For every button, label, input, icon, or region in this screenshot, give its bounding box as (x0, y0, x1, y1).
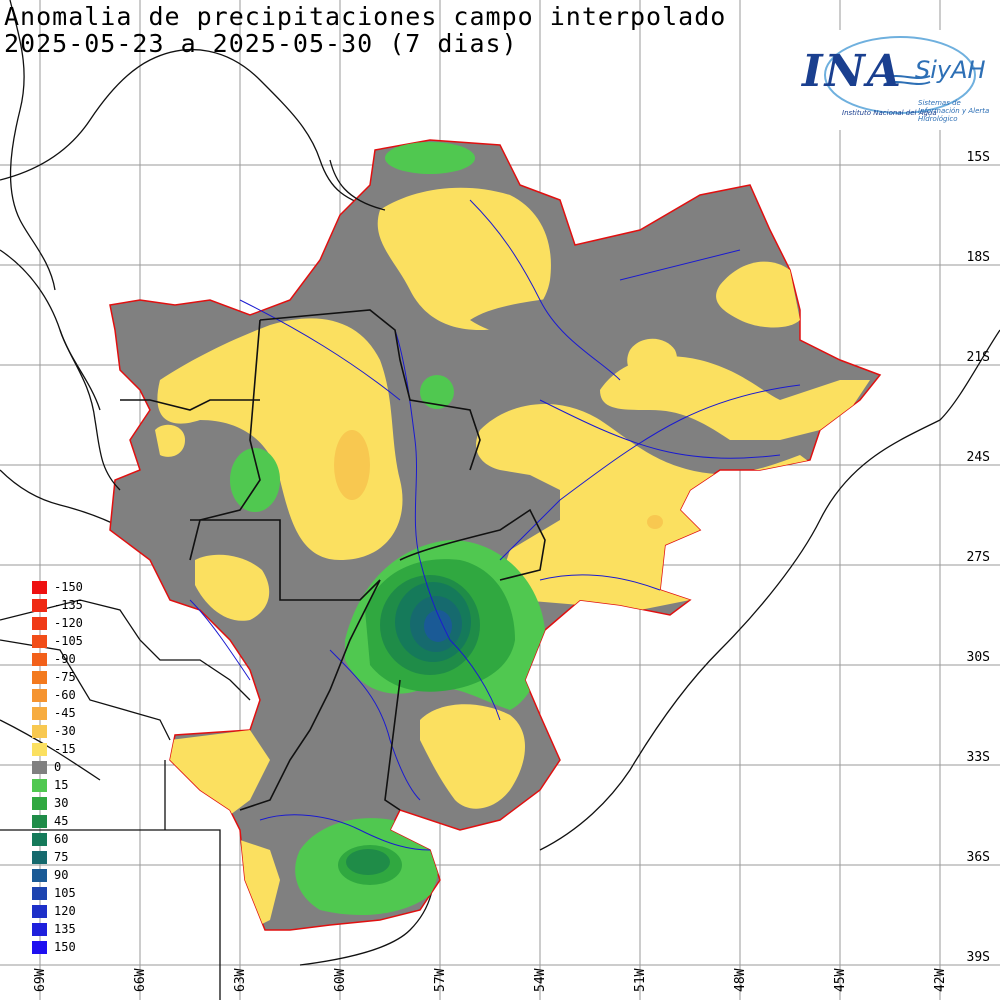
legend-label: -30 (54, 724, 76, 738)
logo-institution: Instituto Nacional del Agua (842, 109, 937, 117)
legend-item: -135 (32, 598, 92, 613)
legend-item: -15 (32, 742, 92, 757)
legend-swatch (32, 905, 47, 918)
legend-item: -150 (32, 580, 92, 595)
ina-siyah-logo: INA SiyAH Instituto Nacional del Agua Si… (790, 30, 1000, 130)
legend-label: 120 (54, 904, 76, 918)
logo-swoosh-icon (824, 36, 976, 114)
legend-swatch (32, 887, 47, 900)
legend-swatch (32, 581, 47, 594)
legend-item: -105 (32, 634, 92, 649)
anomaly-field (155, 142, 870, 930)
legend-item: -75 (32, 670, 92, 685)
legend-item: 135 (32, 922, 92, 937)
legend-item: -45 (32, 706, 92, 721)
legend-label: 45 (54, 814, 69, 828)
legend-label: 135 (54, 922, 76, 936)
legend-item: 105 (32, 886, 92, 901)
legend-label: -135 (54, 598, 83, 612)
legend-swatch (32, 617, 47, 630)
legend-swatch (32, 707, 47, 720)
legend-item: -30 (32, 724, 92, 739)
legend-label: -75 (54, 670, 76, 684)
map-date-range: 2025-05-23 a 2025-05-30 (7 dias) (4, 29, 518, 58)
legend-swatch (32, 941, 47, 954)
legend-label: 150 (54, 940, 76, 954)
longitude-label: 60W (333, 968, 348, 992)
legend-label: 60 (54, 832, 69, 846)
latitude-label: 27S (966, 550, 990, 565)
legend-swatch (32, 833, 47, 846)
legend-item: 45 (32, 814, 92, 829)
latitude-label: 33S (966, 750, 990, 765)
map-title: Anomalia de precipitaciones campo interp… (4, 2, 727, 31)
latitude-label: 21S (966, 350, 990, 365)
legend-label: 15 (54, 778, 69, 792)
legend-item: 120 (32, 904, 92, 919)
legend-label: -15 (54, 742, 76, 756)
longitude-label: 69W (33, 968, 48, 992)
logo-product-full: Sistemas de Información y Alerta Hidroló… (918, 99, 990, 123)
legend-label: -45 (54, 706, 76, 720)
legend-label: -60 (54, 688, 76, 702)
legend-item: -60 (32, 688, 92, 703)
legend-label: 75 (54, 850, 69, 864)
latitude-label: 24S (966, 450, 990, 465)
legend-label: 30 (54, 796, 69, 810)
longitude-label: 48W (733, 968, 748, 992)
legend-label: -150 (54, 580, 83, 594)
legend-label: -90 (54, 652, 76, 666)
legend-swatch (32, 797, 47, 810)
legend-item: 0 (32, 760, 92, 775)
legend-swatch (32, 761, 47, 774)
legend-item: 90 (32, 868, 92, 883)
logo-product: SiyAH (915, 56, 986, 84)
legend-swatch (32, 635, 47, 648)
latitude-label: 18S (966, 250, 990, 265)
legend-swatch (32, 779, 47, 792)
legend-item: 75 (32, 850, 92, 865)
longitude-label: 54W (533, 968, 548, 992)
legend-item: -90 (32, 652, 92, 667)
rivers (189, 199, 801, 851)
longitude-label: 42W (933, 968, 948, 992)
legend-swatch (32, 599, 47, 612)
longitude-label: 66W (133, 968, 148, 992)
latitude-label: 36S (966, 850, 990, 865)
legend-swatch (32, 671, 47, 684)
legend-item: 15 (32, 778, 92, 793)
legend-label: -120 (54, 616, 83, 630)
longitude-label: 57W (433, 968, 448, 992)
legend-item: 60 (32, 832, 92, 847)
logo-brand: INA (802, 46, 903, 97)
legend-swatch (32, 743, 47, 756)
legend-label: 105 (54, 886, 76, 900)
legend-swatch (32, 725, 47, 738)
legend-swatch (32, 851, 47, 864)
longitude-label: 63W (233, 968, 248, 992)
legend-swatch (32, 653, 47, 666)
legend-label: 90 (54, 868, 69, 882)
legend-swatch (32, 815, 47, 828)
legend-label: -105 (54, 634, 83, 648)
legend-swatch (32, 923, 47, 936)
latitude-label: 39S (966, 950, 990, 965)
legend-swatch (32, 689, 47, 702)
latitude-label: 30S (966, 650, 990, 665)
legend-item: -120 (32, 616, 92, 631)
legend-item: 30 (32, 796, 92, 811)
legend-label: 0 (54, 760, 62, 774)
longitude-label: 51W (633, 968, 648, 992)
legend-swatch (32, 869, 47, 882)
legend-item: 150 (32, 940, 92, 955)
longitude-label: 45W (833, 968, 848, 992)
borders (120, 309, 546, 811)
latitude-label: 15S (966, 150, 990, 165)
